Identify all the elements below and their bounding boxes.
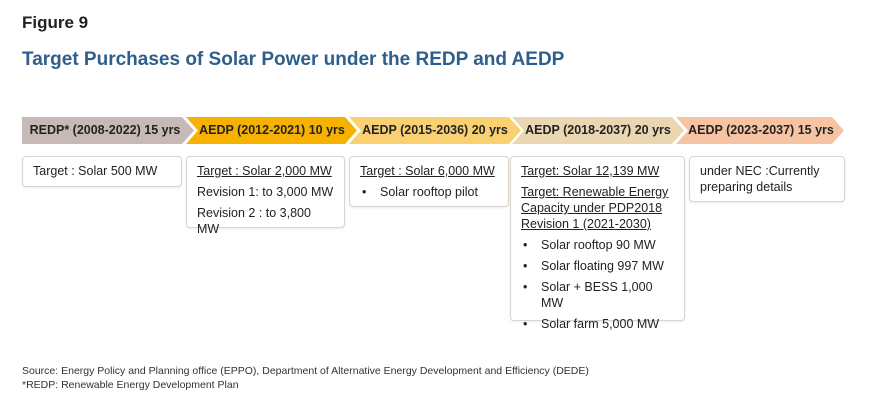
redp-target: Target : Solar 500 MW bbox=[33, 164, 158, 178]
source-text: Source: Energy Policy and Planning offic… bbox=[22, 365, 589, 377]
arrow-aedp-2012-label: AEDP (2012-2021) 10 yrs bbox=[199, 123, 345, 137]
figure-label: Figure 9 bbox=[22, 13, 89, 32]
detail-box-aedp-2015: Target : Solar 6,000 MW Solar rooftop pi… bbox=[349, 156, 509, 207]
figure-title: Target Purchases of Solar Power under th… bbox=[22, 49, 565, 70]
detail-box-redp: Target : Solar 500 MW bbox=[22, 156, 182, 187]
aedp-2015-target: Target : Solar 6,000 MW bbox=[360, 164, 495, 178]
arrow-aedp-2023-label: AEDP (2023-2037) 15 yrs bbox=[688, 123, 834, 137]
arrow-redp-label: REDP* (2008-2022) 15 yrs bbox=[29, 123, 181, 137]
timeline-arrows bbox=[22, 117, 844, 144]
aedp-2018-bullet-floating: Solar floating 997 MW bbox=[521, 258, 674, 274]
detail-box-aedp-2012: Target : Solar 2,000 MW Revision 1: to 3… bbox=[186, 156, 345, 236]
aedp-2012-target: Target : Solar 2,000 MW bbox=[197, 164, 332, 178]
source-note: Source: Energy Policy and Planning offic… bbox=[22, 364, 589, 392]
aedp-2015-bullet-rooftop-pilot: Solar rooftop pilot bbox=[360, 184, 498, 200]
arrow-aedp-2015-shape bbox=[349, 117, 521, 144]
arrow-aedp-2023-shape bbox=[676, 117, 844, 144]
arrow-aedp-2015-label: AEDP (2015-2036) 20 yrs bbox=[362, 123, 508, 137]
aedp-2023-note: under NEC :Currently preparing details bbox=[700, 164, 820, 194]
aedp-2018-bullet-rooftop: Solar rooftop 90 MW bbox=[521, 237, 674, 253]
aedp-2018-target-solar: Target: Solar 12,139 MW bbox=[521, 164, 660, 178]
aedp-2012-revision-1: Revision 1: to 3,000 MW bbox=[197, 185, 334, 199]
footnote-text: *REDP: Renewable Energy Development Plan bbox=[22, 379, 239, 391]
arrow-redp-shape bbox=[22, 117, 194, 144]
aedp-2018-bullet-farm: Solar farm 5,000 MW bbox=[521, 316, 674, 332]
aedp-2018-target-re-capacity: Target: Renewable Energy Capacity under … bbox=[521, 185, 669, 231]
aedp-2018-bullet-bess: Solar + BESS 1,000 MW bbox=[521, 279, 674, 311]
arrow-aedp-2018-shape bbox=[512, 117, 684, 144]
detail-box-aedp-2018: Target: Solar 12,139 MW Target: Renewabl… bbox=[510, 156, 685, 332]
detail-box-aedp-2023: under NEC :Currently preparing details bbox=[689, 156, 845, 202]
aedp-2012-revision-2: Revision 2 : to 3,800 MW bbox=[197, 206, 311, 236]
arrow-aedp-2018-label: AEDP (2018-2037) 20 yrs bbox=[525, 123, 671, 137]
arrow-aedp-2012-shape bbox=[186, 117, 357, 144]
